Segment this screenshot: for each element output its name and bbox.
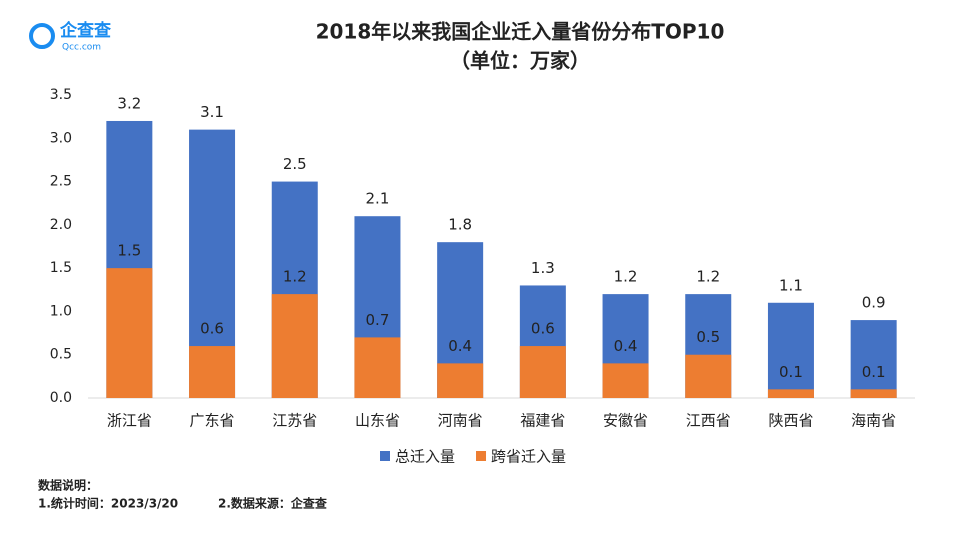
x-tick-label: 陕西省	[768, 412, 813, 430]
bar	[850, 320, 897, 398]
y-tick-label: 0.5	[50, 347, 72, 363]
bar	[850, 389, 897, 398]
y-tick-label: 3.0	[50, 130, 72, 146]
legend-swatch	[380, 451, 390, 461]
x-tick-label: 江苏省	[272, 412, 317, 430]
y-tick-label: 3.5	[50, 87, 72, 103]
legend-label: 总迁入量	[395, 448, 455, 466]
x-tick-label: 广东省	[190, 412, 235, 430]
bar	[437, 363, 484, 398]
data-label: 0.1	[862, 363, 886, 381]
bar	[602, 363, 649, 398]
data-label: 1.2	[614, 268, 638, 286]
bar	[271, 294, 318, 398]
chart-title: 2018年以来我国企业迁入量省份分布TOP10	[316, 20, 725, 44]
bar	[767, 389, 814, 398]
bar	[189, 346, 236, 398]
x-tick-label: 福建省	[520, 412, 565, 430]
data-label: 1.2	[696, 268, 720, 286]
bar	[106, 268, 153, 398]
data-label: 3.2	[117, 94, 141, 112]
data-label: 3.1	[200, 103, 224, 121]
chart-subtitle: （单位：万家）	[450, 49, 590, 73]
y-tick-label: 2.5	[50, 174, 72, 190]
footnote-line: 1.统计时间：2023/3/20	[38, 496, 178, 511]
data-label: 1.8	[448, 216, 472, 234]
bar	[685, 354, 732, 398]
x-tick-label: 江西省	[686, 412, 731, 430]
data-label: 0.4	[614, 337, 638, 355]
data-label: 0.1	[779, 363, 803, 381]
logo: 企查查 Qcc.com	[29, 20, 112, 53]
x-tick-label: 安徽省	[603, 412, 648, 430]
logo-icon	[29, 23, 55, 49]
footnote-line: 2.数据来源：企查查	[218, 496, 328, 511]
y-tick-label: 0.0	[50, 390, 72, 406]
x-tick-label: 海南省	[851, 412, 896, 430]
legend-label: 跨省迁入量	[491, 448, 566, 466]
footnote-heading: 数据说明：	[38, 478, 98, 493]
bar	[519, 346, 566, 398]
data-label: 0.5	[696, 328, 720, 346]
data-label: 1.5	[117, 242, 141, 260]
data-label: 1.2	[283, 268, 307, 286]
data-label: 1.3	[531, 259, 555, 277]
data-label: 0.6	[531, 320, 555, 338]
data-label: 0.6	[200, 320, 224, 338]
logo-sub: Qcc.com	[62, 43, 101, 53]
y-tick-label: 1.0	[50, 303, 72, 319]
x-tick-label: 浙江省	[107, 412, 152, 430]
y-tick-label: 2.0	[50, 217, 72, 233]
y-tick-label: 1.5	[50, 260, 72, 276]
data-label: 0.7	[366, 311, 390, 329]
bar	[767, 302, 814, 398]
data-label: 1.1	[779, 276, 803, 294]
data-label: 2.5	[283, 155, 307, 173]
x-tick-label: 山东省	[355, 412, 400, 430]
logo-text: 企查查	[59, 20, 112, 41]
bar	[354, 337, 401, 398]
data-label: 0.4	[448, 337, 472, 355]
data-label: 0.9	[862, 294, 886, 312]
legend-swatch	[476, 451, 487, 461]
data-label: 2.1	[366, 190, 390, 208]
x-tick-label: 河南省	[438, 412, 483, 430]
